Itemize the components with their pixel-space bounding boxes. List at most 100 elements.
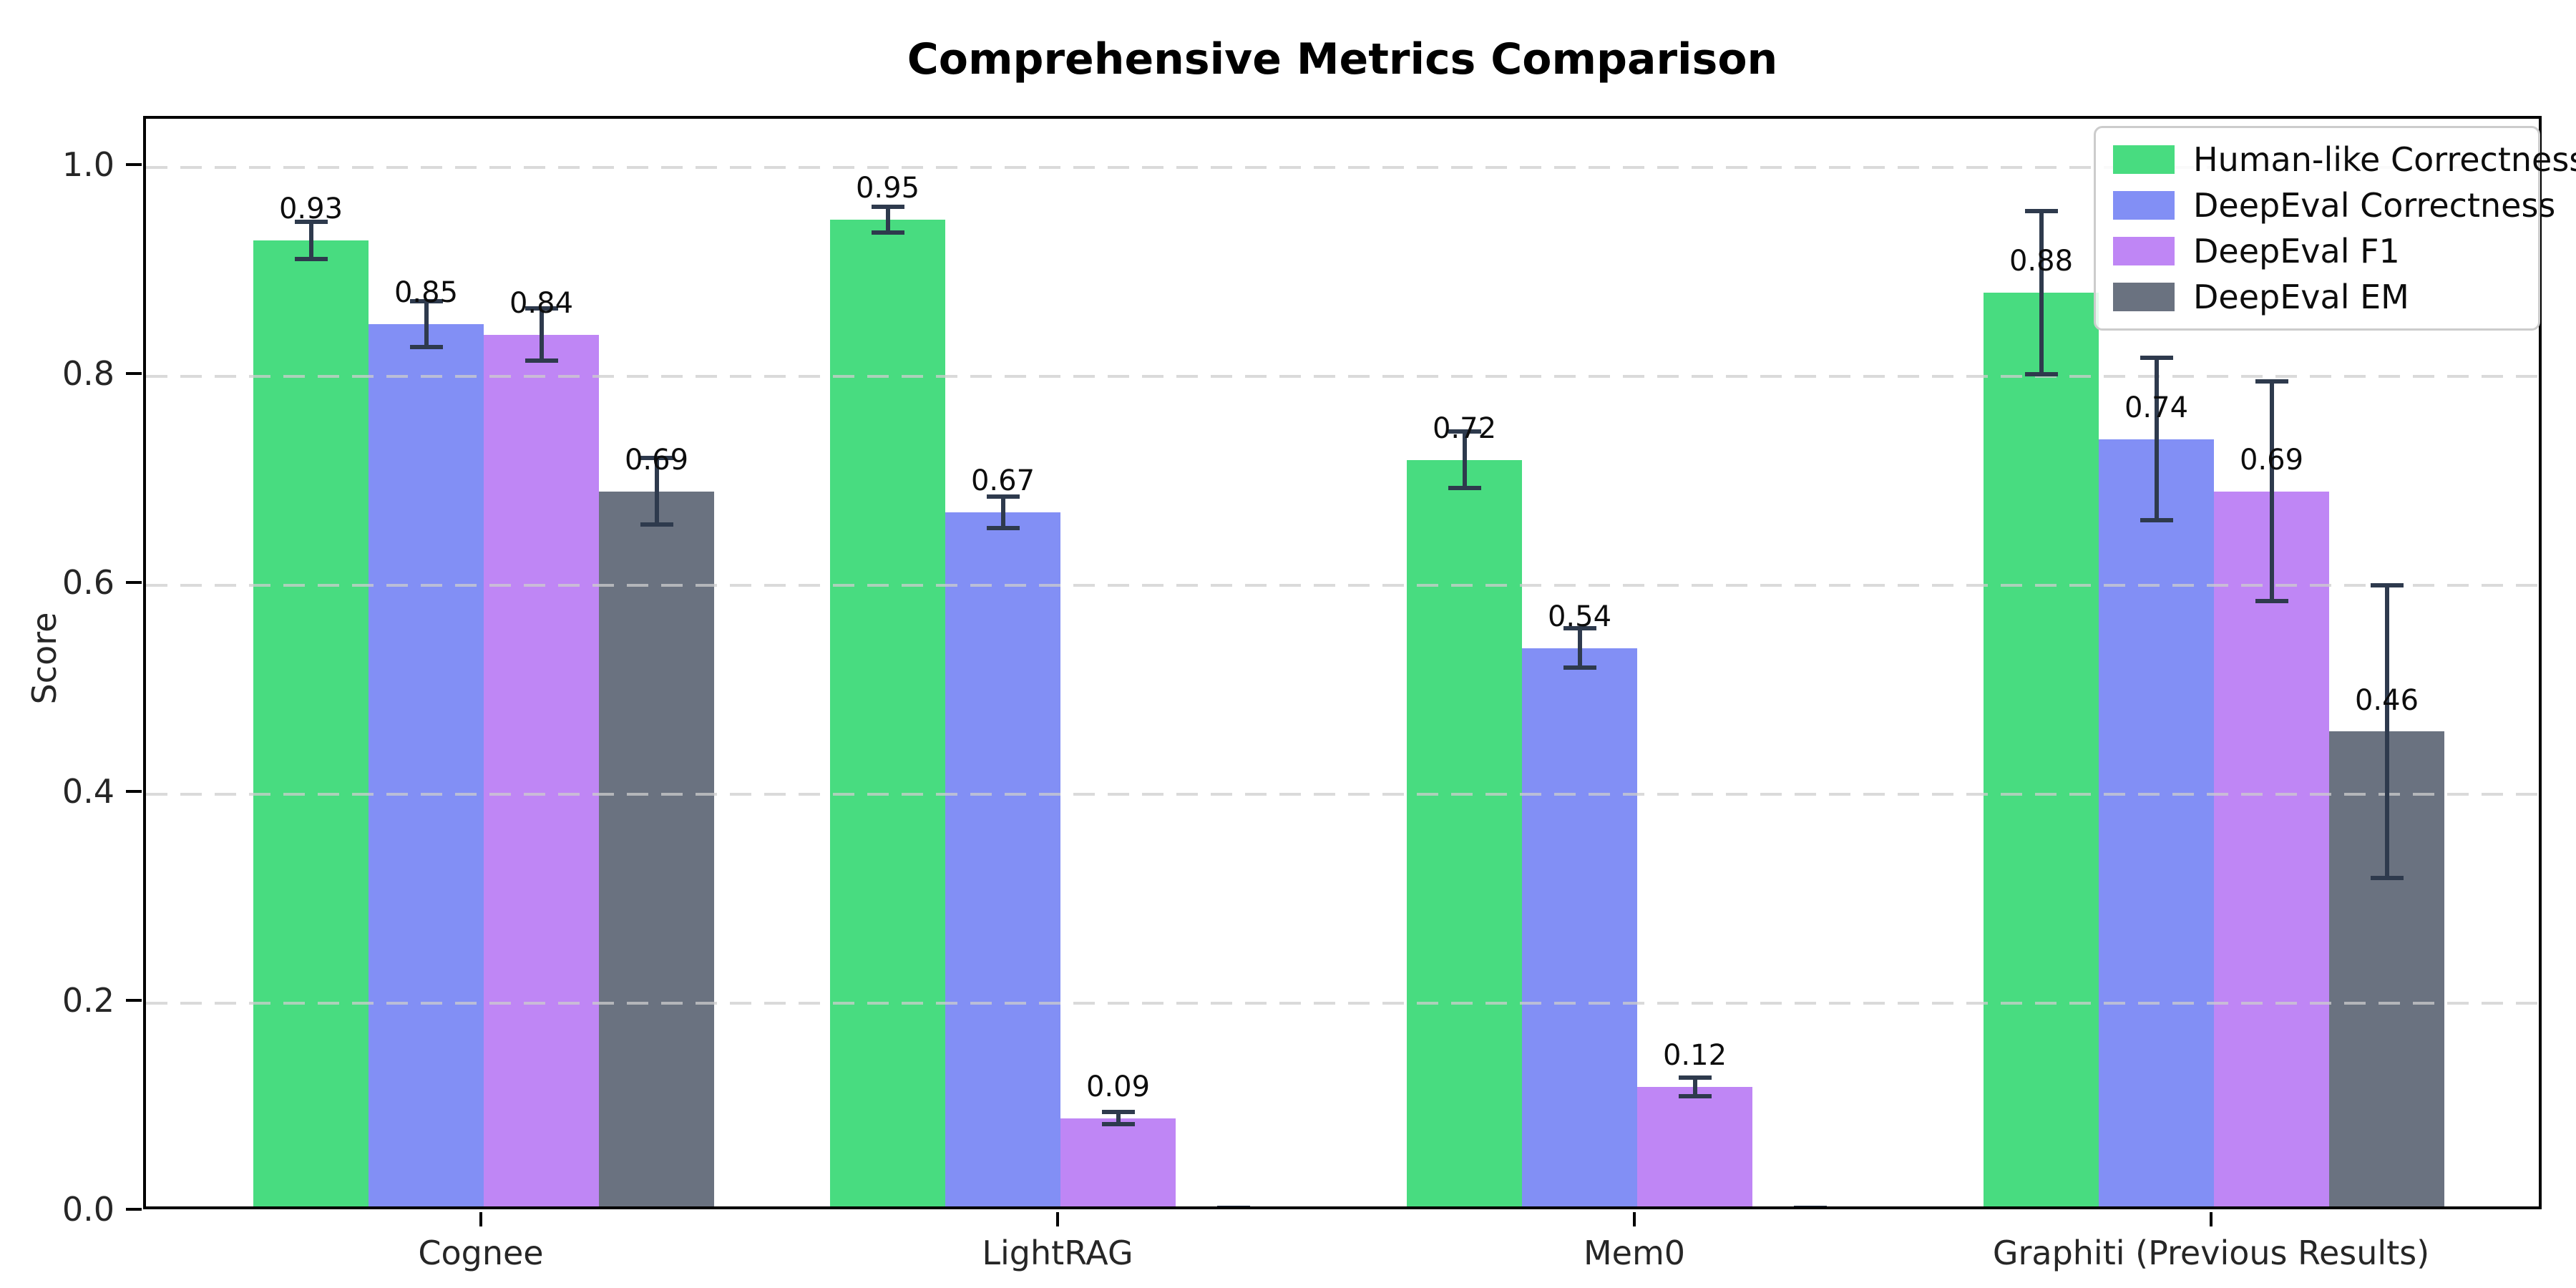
bar-value-label: 0.85 bbox=[394, 276, 459, 310]
error-bar bbox=[1231, 1208, 1236, 1209]
legend-label: DeepEval F1 bbox=[2193, 232, 2400, 270]
legend-item: DeepEval F1 bbox=[2113, 232, 2521, 270]
error-bar-cap bbox=[1448, 429, 1481, 434]
bar bbox=[945, 512, 1060, 1206]
bar-value-label: 0.72 bbox=[1432, 412, 1497, 445]
bar-value-label: 0.54 bbox=[1547, 600, 1612, 633]
x-tick-mark bbox=[1633, 1212, 1636, 1226]
bar bbox=[253, 240, 369, 1206]
bar bbox=[2099, 439, 2214, 1206]
error-bar-cap bbox=[2370, 583, 2404, 587]
bar bbox=[599, 491, 714, 1206]
bar-value-label: 0.69 bbox=[624, 443, 689, 477]
error-bar bbox=[424, 301, 429, 348]
bar bbox=[830, 220, 945, 1206]
x-tick-mark bbox=[2210, 1212, 2212, 1226]
y-tick-mark bbox=[126, 999, 142, 1002]
error-bar bbox=[2269, 381, 2274, 601]
error-bar-cap bbox=[1794, 1206, 1827, 1209]
y-axis-label: Score bbox=[25, 612, 64, 705]
legend-label: DeepEval Correctness bbox=[2193, 186, 2556, 225]
bar bbox=[369, 324, 484, 1206]
error-bar bbox=[654, 457, 659, 525]
x-tick-label: Cognee bbox=[418, 1234, 544, 1272]
y-tick-mark bbox=[126, 372, 142, 375]
bar bbox=[2214, 491, 2329, 1206]
error-bar-cap bbox=[1563, 665, 1596, 670]
error-bar bbox=[1808, 1208, 1813, 1209]
x-tick-label: Mem0 bbox=[1583, 1234, 1686, 1272]
error-bar-cap bbox=[1678, 1093, 1712, 1098]
x-tick-mark bbox=[479, 1212, 482, 1226]
error-bar bbox=[885, 207, 890, 233]
y-tick-mark bbox=[126, 163, 142, 166]
error-bar-cap bbox=[1563, 625, 1596, 630]
legend-item: DeepEval EM bbox=[2113, 278, 2521, 316]
error-bar-cap bbox=[1448, 486, 1481, 491]
bar-value-label: 0.88 bbox=[2009, 245, 2074, 278]
bar-value-label: 0.12 bbox=[1662, 1039, 1727, 1072]
gridline bbox=[146, 166, 2539, 169]
bar bbox=[1060, 1118, 1176, 1206]
legend-item: DeepEval Correctness bbox=[2113, 186, 2555, 225]
bar bbox=[1984, 293, 2099, 1206]
error-bar-cap bbox=[871, 205, 904, 210]
error-bar-cap bbox=[2024, 209, 2058, 214]
error-bar-cap bbox=[986, 494, 1020, 499]
bar bbox=[1407, 459, 1522, 1206]
legend-label: Human-like Correctness bbox=[2193, 140, 2576, 179]
legend-swatch-icon bbox=[2113, 191, 2175, 220]
error-bar-cap bbox=[2255, 379, 2288, 384]
error-bar-cap bbox=[640, 522, 673, 527]
x-tick-label: Graphiti (Previous Results) bbox=[1992, 1234, 2430, 1272]
legend: Human-like Correctness DeepEval Correctne… bbox=[2094, 126, 2576, 331]
bar bbox=[484, 334, 599, 1206]
error-bar-cap bbox=[2140, 518, 2173, 523]
y-tick-mark bbox=[126, 790, 142, 793]
error-bar-cap bbox=[409, 345, 443, 350]
y-tick-mark bbox=[126, 581, 142, 584]
error-bar bbox=[1577, 628, 1582, 668]
bar-value-label: 0.95 bbox=[855, 172, 920, 205]
error-bar-cap bbox=[409, 298, 443, 303]
x-tick-mark bbox=[1056, 1212, 1059, 1226]
error-bar-cap bbox=[2024, 372, 2058, 377]
bar-value-label: 0.84 bbox=[509, 286, 574, 320]
error-bar-cap bbox=[525, 306, 558, 311]
bar-value-label: 0.69 bbox=[2239, 443, 2304, 477]
legend-swatch-icon bbox=[2113, 283, 2175, 311]
gridline bbox=[146, 793, 2539, 796]
error-bar bbox=[308, 221, 313, 260]
legend-item: Human-like Correctness bbox=[2113, 140, 2576, 179]
error-bar-cap bbox=[2140, 355, 2173, 360]
legend-label: DeepEval EM bbox=[2193, 278, 2409, 316]
gridline bbox=[146, 1002, 2539, 1005]
error-bar-cap bbox=[2370, 875, 2404, 880]
error-bar bbox=[1462, 431, 1467, 489]
error-bar-cap bbox=[1101, 1109, 1135, 1114]
y-tick-label: 0.2 bbox=[62, 981, 114, 1020]
bar-value-label: 0.09 bbox=[1085, 1070, 1151, 1103]
error-bar-cap bbox=[2255, 598, 2288, 603]
error-bar bbox=[1116, 1111, 1121, 1125]
error-bar bbox=[2154, 357, 2159, 521]
bar-value-label: 0.46 bbox=[2354, 683, 2419, 717]
error-bar-cap bbox=[871, 230, 904, 235]
chart-title: Comprehensive Metrics Comparison bbox=[907, 34, 1778, 84]
error-bar-cap bbox=[294, 219, 328, 224]
y-tick-label: 0.0 bbox=[62, 1190, 114, 1229]
legend-swatch-icon bbox=[2113, 145, 2175, 174]
legend-swatch-icon bbox=[2113, 237, 2175, 265]
bar bbox=[1522, 648, 1637, 1206]
x-tick-label: LightRAG bbox=[982, 1234, 1133, 1272]
gridline bbox=[146, 584, 2539, 587]
error-bar-cap bbox=[1678, 1075, 1712, 1080]
error-bar-cap bbox=[640, 455, 673, 460]
y-tick-label: 0.4 bbox=[62, 772, 114, 811]
error-bar bbox=[2039, 211, 2044, 375]
error-bar bbox=[1000, 496, 1005, 528]
y-tick-label: 0.8 bbox=[62, 354, 114, 393]
bar bbox=[1637, 1086, 1752, 1206]
error-bar-cap bbox=[986, 525, 1020, 530]
